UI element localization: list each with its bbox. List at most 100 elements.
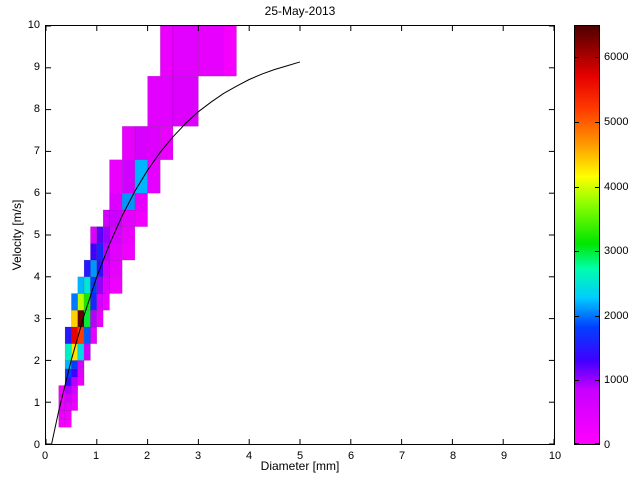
y-tick-label: 4 [33,271,40,283]
y-tick-label: 7 [33,145,40,157]
heatmap-cell [78,377,84,385]
heatmap-cell [148,76,173,126]
y-tick-label: 3 [33,313,40,325]
y-tick-label: 10 [27,19,40,31]
terminal-velocity-curve [52,62,300,444]
y-tick-label: 9 [33,61,40,73]
colorbar-tick-mark [575,380,579,382]
colorbar-tick-label: 4000 [604,180,629,193]
heatmap-cell [65,385,71,393]
heatmap-cell [90,227,96,244]
colorbar-tick-mark [575,251,579,253]
heatmap-cell [59,419,65,427]
colorbar-tick-mark [575,315,579,317]
heatmap-cell [173,76,198,126]
y-tick-label: 6 [33,187,40,199]
heatmap-cell [103,260,109,277]
heatmap-cell [122,243,135,260]
colorbar-tick-mark [575,186,579,188]
heatmap-cell [65,411,71,419]
heatmap-cell [97,243,103,260]
x-tick-label: 3 [194,450,202,462]
heatmap-cell [97,227,103,244]
heatmap-cell [122,227,135,244]
heatmap-cell [97,294,103,311]
chart-title: 25-May-2013 [264,4,336,18]
heatmap-cell [71,385,77,393]
heatmap-cell [110,260,123,277]
x-tick-label: 10 [548,450,562,462]
heatmap-cell [90,294,96,311]
heatmap-cell [59,411,65,419]
heatmap-cell [78,294,84,311]
heatmap-cell [71,402,77,410]
heatmap-cell [84,260,90,277]
heatmap-cell [90,310,96,327]
heatmap-cell [65,419,71,427]
heatmap-cell [71,369,77,377]
x-tick-label: 7 [398,450,406,462]
x-tick-label: 6 [347,450,355,462]
plot-svg [46,26,554,444]
colorbar-tick-mark [595,57,599,59]
heatmap-cell [135,193,148,210]
colorbar-tick-label: 5000 [604,115,629,128]
heatmap-cell [84,277,90,294]
x-tick-label: 5 [296,450,304,462]
heatmap-cell [103,210,109,227]
heatmap-cell [224,26,237,76]
heatmap-cell [65,394,71,402]
heatmap-cell [97,310,103,327]
heatmap-cell [65,344,71,361]
heatmap-cell [84,327,90,344]
heatmap-cell [71,394,77,402]
colorbar-tick-label: 2000 [604,309,629,322]
x-tick-label: 9 [500,450,508,462]
heatmap-cell [103,227,109,244]
heatmap-cell [78,344,84,361]
heatmap-cell [78,277,84,294]
x-axis-label: Diameter [mm] [260,459,340,473]
plot-area [45,25,555,445]
heatmap-cell [97,277,103,294]
heatmap-cell [110,210,123,227]
heatmap-cell [135,210,148,227]
y-tick-label: 1 [33,397,40,409]
x-tick-label: 2 [143,450,151,462]
heatmap-cell [122,126,135,159]
y-tick-label: 5 [33,229,40,241]
x-tick-label: 1 [92,450,100,462]
heatmap-cell [78,369,84,377]
heatmap-cell [65,327,71,344]
colorbar-tick-label: 3000 [604,245,629,258]
x-tick-label: 4 [245,450,253,462]
heatmap-cell [148,160,161,193]
heatmap-cell [84,344,90,361]
colorbar-tick-mark [595,186,599,188]
colorbar-tick-mark [595,315,599,317]
heatmap-cell [122,160,135,193]
y-tick-label: 2 [33,355,40,367]
heatmap-cell [90,260,96,277]
heatmap-cell [78,360,84,368]
heatmap-cell [65,402,71,410]
colorbar-tick-mark [595,443,599,444]
x-tick-label: 0 [41,450,49,462]
colorbar-tick-label: 1000 [604,374,629,387]
heatmap-cell [110,277,123,294]
heatmap-cell [110,193,123,210]
colorbar-tick-label: 0 [604,439,611,451]
heatmap-cell [103,294,109,311]
colorbar-tick-mark [575,121,579,123]
heatmap-cell [135,126,148,159]
heatmap-cell [71,310,77,327]
heatmap-cell [103,277,109,294]
heatmap-cell [173,26,198,76]
colorbar-tick-mark [575,57,579,59]
y-tick-label: 8 [33,103,40,115]
heatmap-cell [71,360,77,368]
heatmap-cell [110,160,123,193]
heatmap-cell [71,294,77,311]
colorbar-tick-mark [575,443,579,444]
